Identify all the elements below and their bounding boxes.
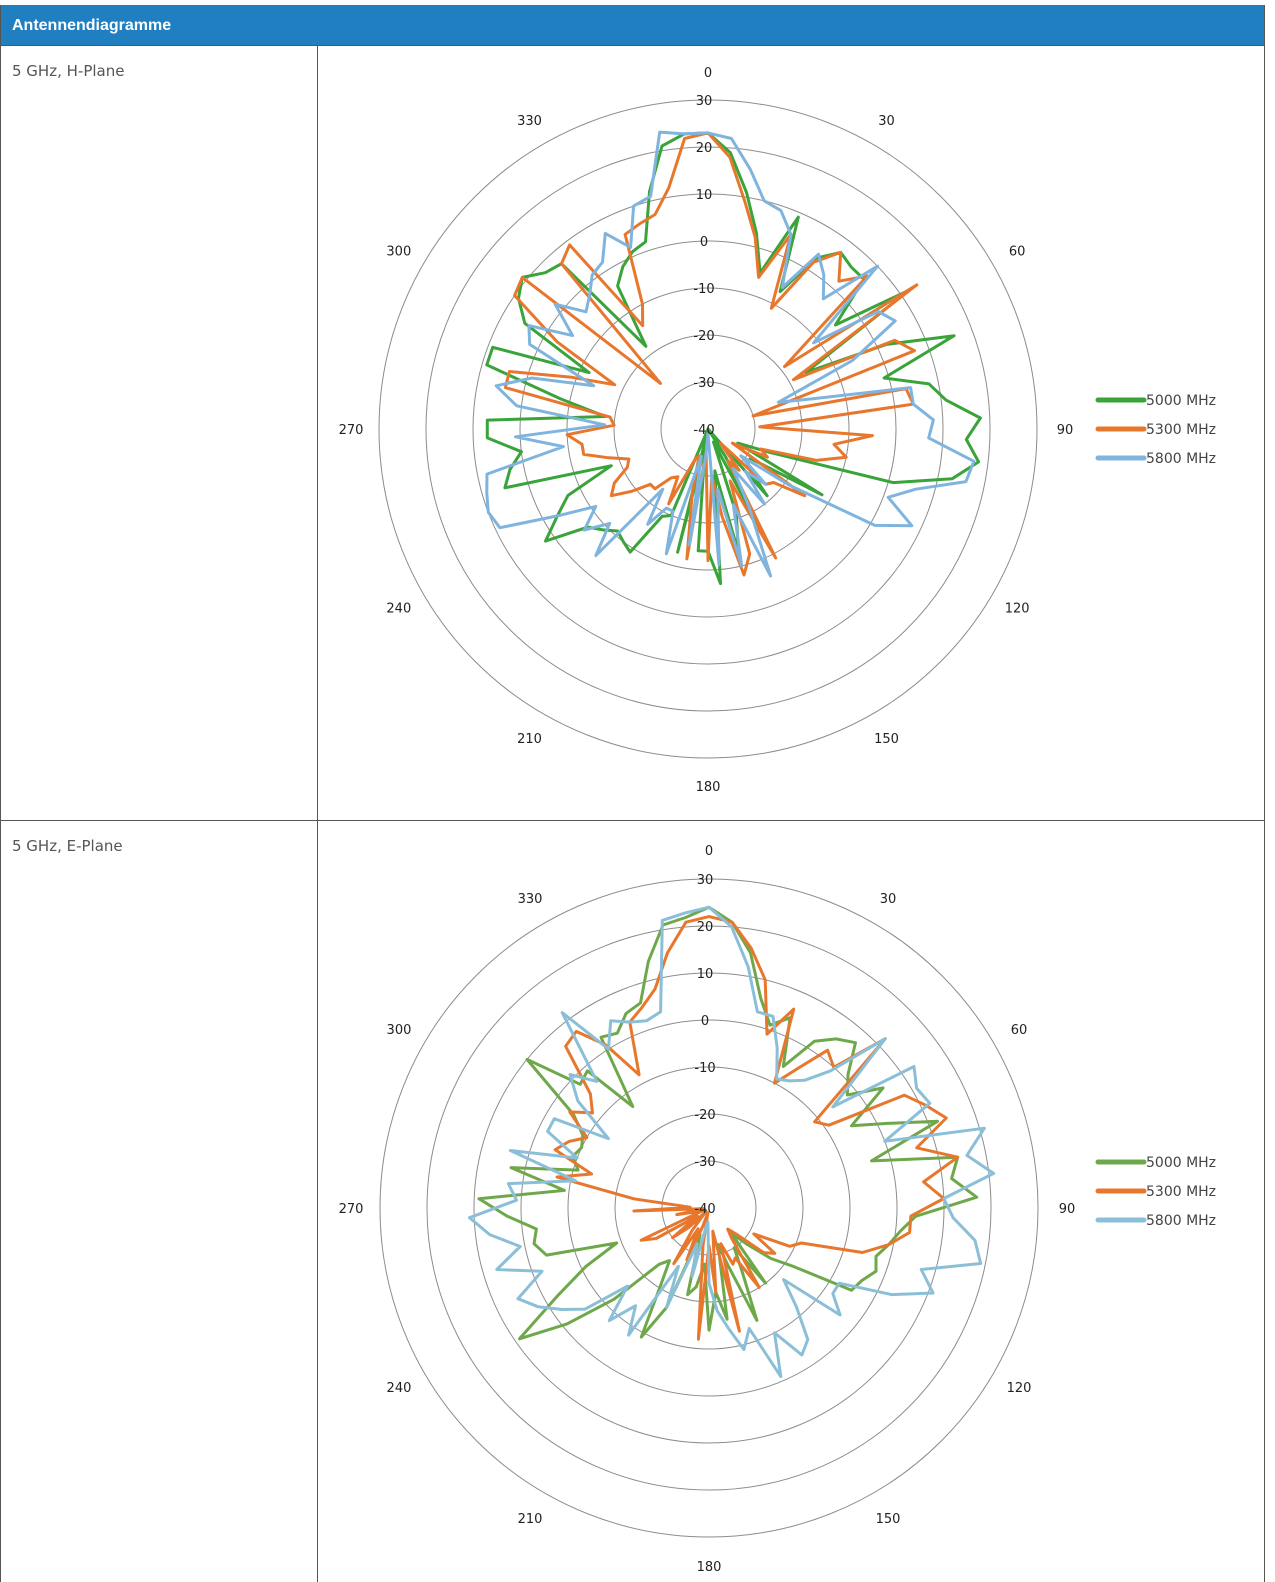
- row-label-h-plane: 5 GHz, H-Plane: [12, 62, 125, 80]
- grid-circle: [379, 878, 1039, 1538]
- angle-label: 330: [517, 114, 542, 129]
- radial-tick-label: -30: [694, 1155, 715, 1170]
- radial-tick-label: 30: [697, 873, 714, 888]
- legend-label: 5000 MHz: [1146, 1155, 1216, 1171]
- table-header: Antennendiagramme: [1, 5, 1264, 46]
- antenna-diagram-table: Antennendiagramme 5 GHz, H-Plane 0 30 60 90…: [0, 5, 1265, 1582]
- radial-tick-label: 10: [696, 188, 713, 203]
- series-line-5800-mhz: [485, 130, 976, 578]
- series-line-5300-mhz: [503, 131, 919, 577]
- chart-area-h-plane: 0 30 60 90 120 150 180 210 240 270 300 330 30 20 10 0 -1…: [318, 46, 1264, 820]
- angle-label: 150: [874, 732, 899, 747]
- angle-label: 90: [1057, 423, 1074, 438]
- grid-circle: [425, 146, 991, 712]
- angle-label: 240: [386, 602, 411, 617]
- angle-label: 150: [876, 1512, 901, 1527]
- legend-label: 5300 MHz: [1146, 1184, 1216, 1200]
- angle-label: 270: [339, 1202, 364, 1217]
- radial-tick-label: 30: [696, 94, 713, 109]
- angle-label: 0: [704, 66, 712, 81]
- table-title: Antennendiagramme: [12, 17, 172, 34]
- column-divider: [317, 46, 318, 820]
- column-divider: [317, 821, 318, 1582]
- legend-label: 5800 MHz: [1146, 451, 1216, 467]
- angle-label: 180: [697, 1560, 722, 1575]
- angle-label: 330: [518, 892, 543, 907]
- angle-label: 60: [1011, 1023, 1028, 1038]
- grid-circle: [426, 925, 992, 1491]
- radial-tick-label: 10: [697, 967, 714, 982]
- angle-label: 120: [1007, 1381, 1032, 1396]
- radar-chart-h-plane: 0 30 60 90 120 150 180 210 240 270 300 330 30 20 10 0 -1…: [339, 66, 1216, 795]
- legend-label: 5800 MHz: [1146, 1213, 1216, 1229]
- angle-label: 270: [339, 423, 364, 438]
- grid-circle: [519, 240, 897, 618]
- radial-tick-label: -20: [693, 329, 714, 344]
- angle-label: 300: [387, 1023, 412, 1038]
- angle-label: 210: [518, 1512, 543, 1527]
- radial-tick-label: 0: [700, 235, 708, 250]
- radial-tick-label: 20: [696, 141, 713, 156]
- angle-label: 240: [387, 1381, 412, 1396]
- radial-tick-label: -30: [693, 376, 714, 391]
- angle-label: 180: [696, 780, 721, 795]
- table-row-h-plane: 5 GHz, H-Plane 0 30 60 90 120 150 180 210 240 270…: [1, 46, 1264, 821]
- row-label-e-plane: 5 GHz, E-Plane: [12, 837, 123, 855]
- radial-tick-label: 0: [701, 1014, 709, 1029]
- radial-tick-label: -10: [694, 1061, 715, 1076]
- chart-area-e-plane: 0 30 60 90 120 150 180 210 240 270 300 330 30 20 10 0 -1…: [318, 821, 1264, 1582]
- radial-tick-label: 20: [697, 920, 714, 935]
- angle-label: 30: [880, 892, 897, 907]
- radar-chart-e-plane: 0 30 60 90 120 150 180 210 240 270 300 330 30 20 10 0 -1…: [339, 844, 1216, 1575]
- grid-circle: [567, 1066, 851, 1350]
- grid-circle: [472, 193, 944, 665]
- angle-label: 90: [1059, 1202, 1076, 1217]
- series-line-5000-mhz: [477, 905, 979, 1341]
- grid-circle: [520, 1019, 898, 1397]
- grid-circle: [614, 1113, 804, 1303]
- legend-label: 5000 MHz: [1146, 393, 1216, 409]
- angle-label: 210: [517, 732, 542, 747]
- grid-circle: [378, 99, 1038, 759]
- series-line-5800-mhz: [468, 905, 996, 1379]
- angle-label: 0: [705, 844, 713, 859]
- table-row-e-plane: 5 GHz, E-Plane 0 30 60 90 120 150 180 210 240 270…: [1, 821, 1264, 1582]
- radial-tick-label: -40: [694, 1202, 715, 1217]
- angle-label: 30: [878, 114, 895, 129]
- angle-label: 60: [1009, 245, 1026, 260]
- legend-label: 5300 MHz: [1146, 422, 1216, 438]
- radial-tick-label: -40: [693, 423, 714, 438]
- angle-label: 120: [1005, 602, 1030, 617]
- radial-tick-label: -10: [693, 282, 714, 297]
- angle-label: 300: [386, 245, 411, 260]
- radial-tick-label: -20: [694, 1108, 715, 1123]
